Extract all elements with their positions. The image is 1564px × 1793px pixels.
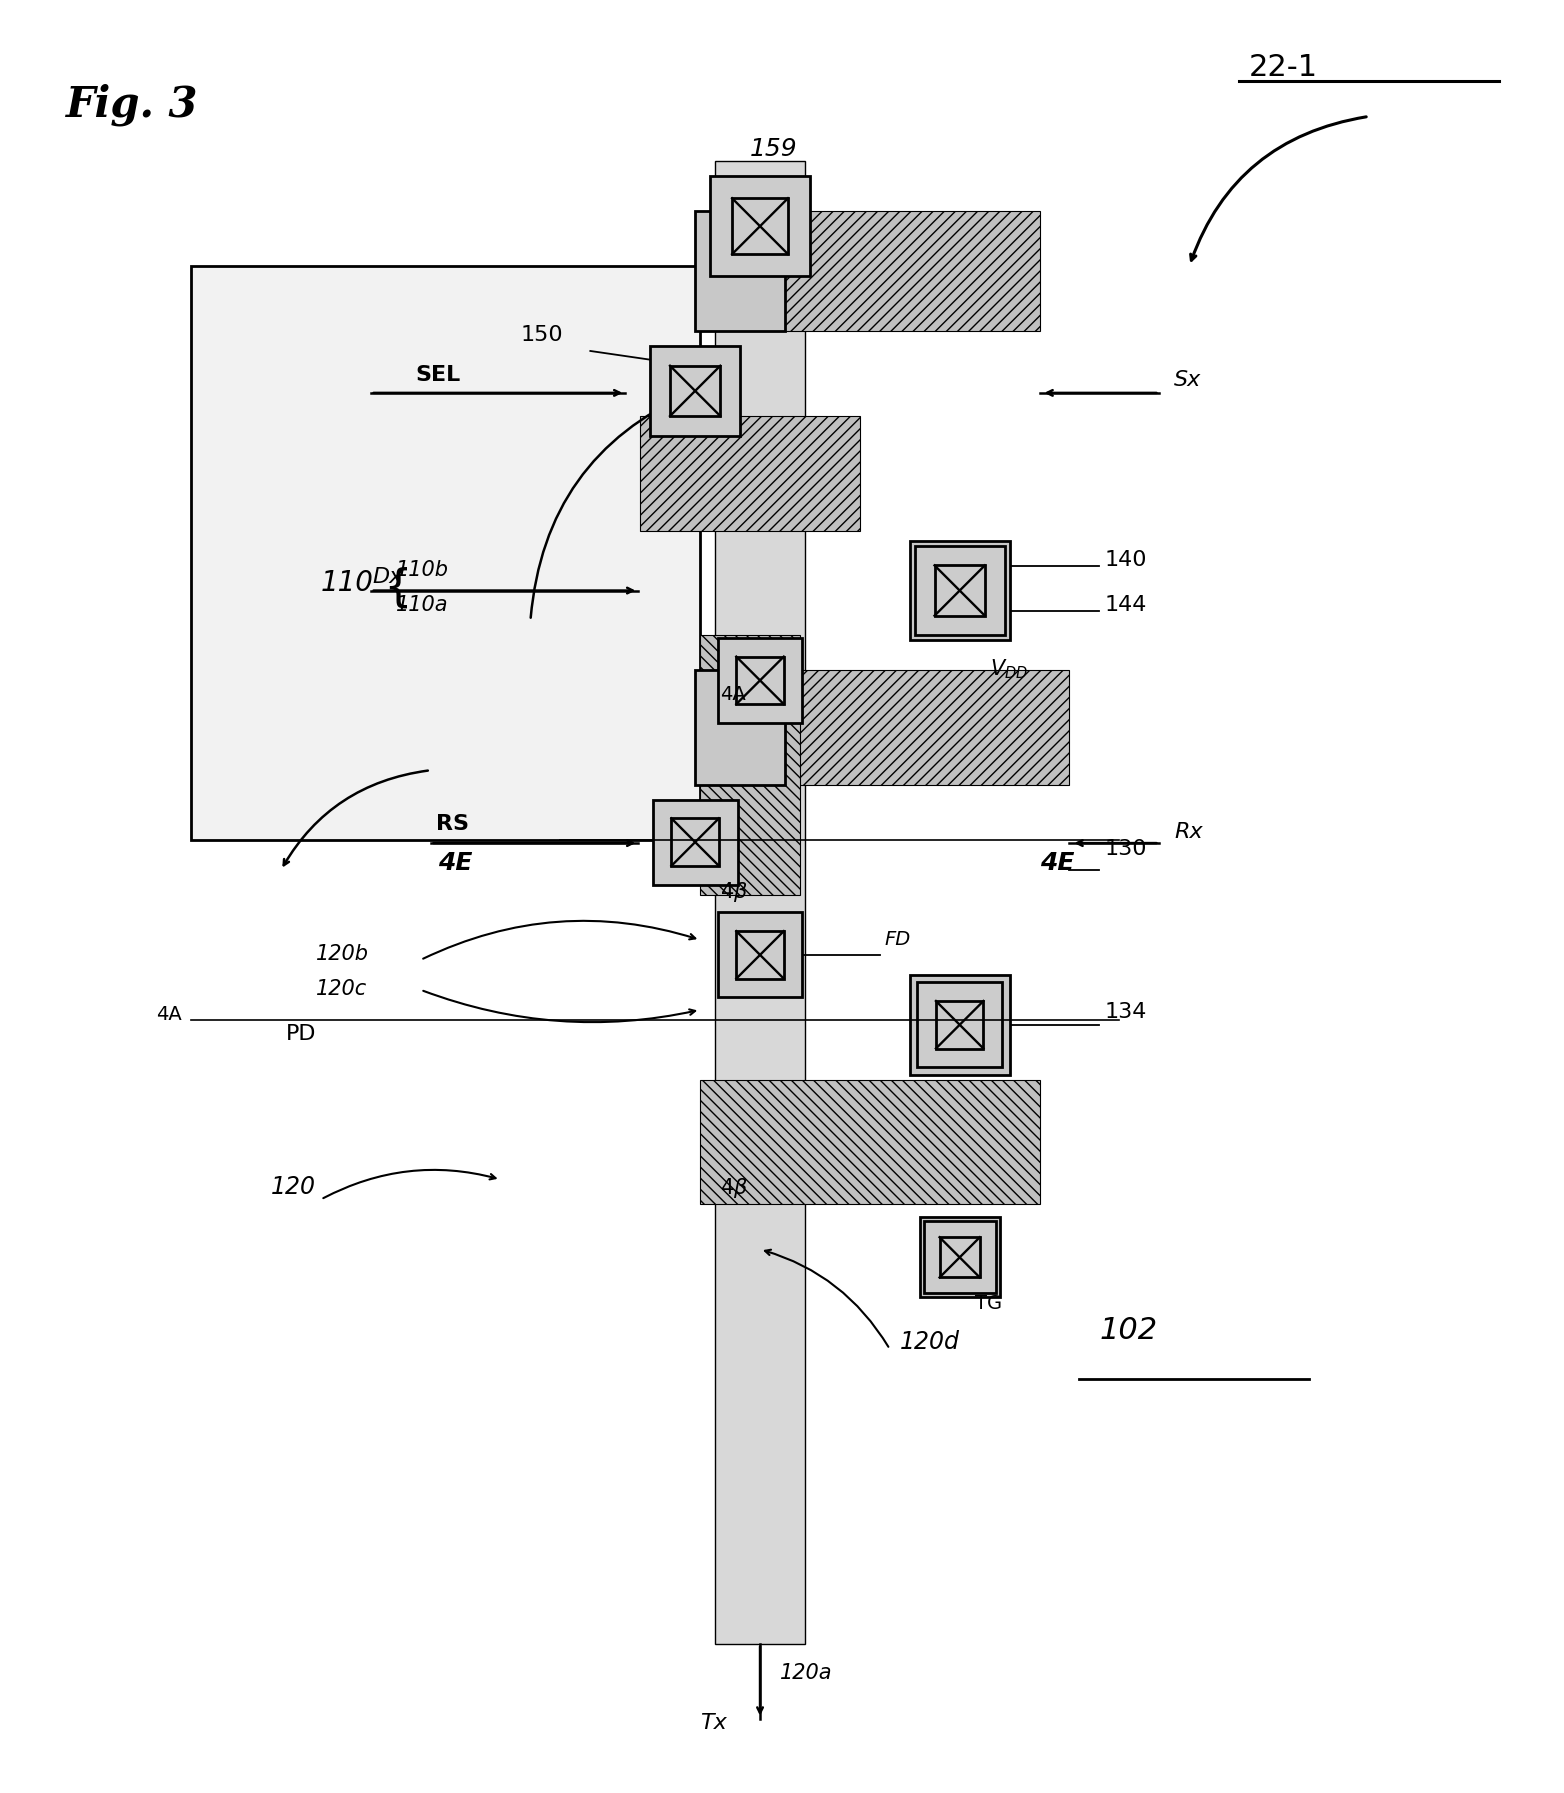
Text: 144: 144 xyxy=(1104,595,1146,615)
Text: Tx: Tx xyxy=(701,1712,727,1732)
Text: FD: FD xyxy=(885,931,912,948)
Text: 120: 120 xyxy=(271,1176,316,1200)
Bar xyxy=(935,565,985,615)
Text: 110: 110 xyxy=(321,568,374,597)
Text: PD: PD xyxy=(286,1024,316,1044)
Bar xyxy=(760,212,1040,332)
Bar xyxy=(669,366,721,416)
Bar xyxy=(715,161,805,1644)
Bar xyxy=(940,1237,979,1277)
Text: $4\beta$: $4\beta$ xyxy=(719,880,748,904)
Bar xyxy=(701,1079,1040,1205)
Text: SEL: SEL xyxy=(416,366,461,385)
Text: $4\beta$: $4\beta$ xyxy=(719,1176,748,1201)
Bar xyxy=(917,983,1003,1067)
Bar xyxy=(671,818,719,866)
Bar xyxy=(651,346,740,436)
Text: Sx: Sx xyxy=(1175,369,1201,389)
Text: 22-1: 22-1 xyxy=(1250,54,1318,82)
Bar xyxy=(710,176,810,276)
Text: Dx: Dx xyxy=(372,567,404,586)
Bar xyxy=(640,416,860,531)
Text: 120d: 120d xyxy=(899,1330,960,1354)
Bar xyxy=(701,635,799,895)
Bar xyxy=(920,1217,999,1298)
Text: 120a: 120a xyxy=(780,1662,832,1682)
Text: 134: 134 xyxy=(1104,1002,1146,1022)
Bar xyxy=(718,638,802,723)
Bar xyxy=(737,931,784,979)
Text: {: { xyxy=(383,567,410,610)
Text: Fig. 3: Fig. 3 xyxy=(66,84,199,126)
Text: 4A: 4A xyxy=(719,685,746,705)
Bar xyxy=(910,541,1010,640)
Bar xyxy=(718,913,802,997)
Bar xyxy=(191,265,701,841)
Bar xyxy=(924,1221,996,1293)
Bar xyxy=(694,671,785,785)
Bar xyxy=(737,656,784,705)
Text: Rx: Rx xyxy=(1175,823,1203,843)
Text: 130: 130 xyxy=(1104,839,1146,859)
Text: 159: 159 xyxy=(751,138,798,161)
Text: 102: 102 xyxy=(1099,1316,1157,1345)
Bar xyxy=(732,199,788,255)
Text: 4A: 4A xyxy=(156,1004,181,1024)
Text: RS: RS xyxy=(436,814,469,834)
Text: 150: 150 xyxy=(521,325,563,344)
Text: 110b: 110b xyxy=(396,559,449,579)
Text: 4E: 4E xyxy=(1040,852,1074,875)
Text: 140: 140 xyxy=(1104,550,1146,570)
Text: 120b: 120b xyxy=(316,943,369,965)
Bar xyxy=(910,975,1010,1074)
Text: 110a: 110a xyxy=(396,595,449,615)
Text: TG: TG xyxy=(974,1295,1003,1312)
Bar xyxy=(694,212,785,332)
Bar xyxy=(935,1000,984,1049)
Bar xyxy=(915,545,1004,635)
Bar xyxy=(760,671,1070,785)
Text: $V_{DD}$: $V_{DD}$ xyxy=(990,658,1028,681)
Bar xyxy=(652,800,738,884)
Text: 4E: 4E xyxy=(438,852,472,875)
Text: 120c: 120c xyxy=(316,979,368,999)
